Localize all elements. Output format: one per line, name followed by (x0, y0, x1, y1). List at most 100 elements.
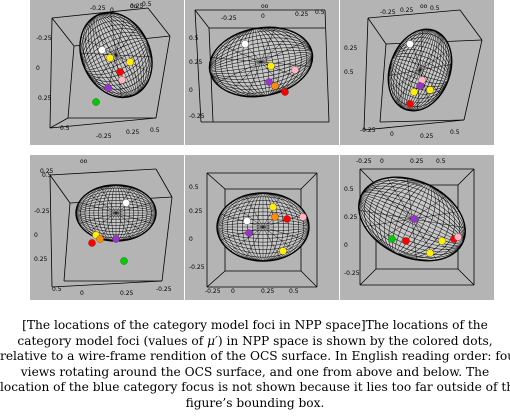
axis-tick-label: 0.5 (150, 127, 160, 134)
caption-line-4: views rotating around the OCS surface, a… (20, 364, 490, 379)
category-focus-green (388, 235, 396, 243)
box-edge (206, 172, 226, 190)
axis-tick-label: -0.25 (380, 9, 396, 16)
wireframe-plot-5: -0.25 0 0.25 0.5 0.5 0.25 0 -0.25 (189, 172, 318, 295)
category-focus-red (281, 88, 289, 96)
axis-tick-label: 0.5 (52, 286, 62, 293)
box-edge (194, 9, 210, 29)
figure-panel-3: -0.25 0.25 0.5 0.25 0.5 -0.25 0 0.25 0.5 oo (340, 0, 494, 145)
axis-tick-label: 0.25 (420, 133, 434, 140)
category-focus-orange (96, 235, 104, 243)
axis-tick-label: 0 (390, 131, 394, 138)
axis-tick-label: 0.5 (60, 125, 70, 132)
box-edge (463, 39, 483, 121)
axis-tick-label: -0.25 (356, 158, 372, 165)
category-focus-pink (118, 76, 126, 84)
box-edge (367, 17, 387, 45)
axis-title: oo (261, 3, 269, 10)
wire-spoke (388, 64, 452, 76)
axis-tick-label: -0.25 (360, 127, 376, 134)
axis-tick-label: 0 (80, 290, 84, 297)
figure-panel-4: 0.25 0.5 -0.25 0 0.25 0.5 0 0.25 -0.25 oo (30, 155, 184, 300)
box-edge (459, 9, 483, 41)
wire-spoke (215, 40, 307, 84)
axis-tick-label: 0.25 (126, 129, 140, 136)
axis-tick-label: 0.25 (261, 288, 275, 295)
box-edge (49, 17, 53, 129)
category-focus-red (88, 239, 96, 247)
box-edge (51, 17, 75, 47)
axis-tick-label: -0.25 (189, 264, 205, 271)
box-edge (300, 172, 318, 190)
ocs-surface-wireframe (216, 192, 310, 262)
axis-tick-label: 0 (110, 7, 114, 14)
figure-panel-5: -0.25 0 0.25 0.5 0.5 0.25 0 -0.25 (185, 155, 339, 300)
axis-tick-label: 0.5 (344, 186, 354, 193)
box-edge (147, 7, 171, 37)
category-focus-pink (454, 233, 462, 241)
axis-tick-label: 0.25 (189, 208, 203, 215)
axis-tick-label: -0.25 (156, 286, 172, 293)
axis-tick-label: 0.25 (410, 158, 424, 165)
box-edge (67, 45, 75, 119)
axis-tick-label: 0.5 (430, 5, 440, 12)
axis-tick-label: 0 (231, 288, 235, 295)
figure-panel-1: -0.25 0 0.25 0.5 -0.25 0 0.25 0.5 -0.25 0.25 0.5 oo (30, 0, 184, 145)
axis-title: oo (80, 158, 88, 165)
axis-tick-label: 0 (380, 158, 384, 165)
figure-caption: [The locations of the category model foc… (0, 318, 510, 411)
axis-tick-label: -0.25 (344, 270, 360, 277)
caption-line-5: location of the blue category focus is n… (0, 380, 510, 394)
axis-tick-label: -0.25 (36, 35, 52, 42)
category-focus-yellow (410, 88, 418, 96)
box-edge (155, 168, 173, 198)
axis-tick-label: 0.25 (34, 256, 48, 263)
caption-line-3: relative to a wire-frame rendition of th… (0, 349, 510, 363)
box-edge (49, 174, 53, 288)
category-focus-orange (271, 213, 279, 221)
caption-line-1: [The locations of the category model foc… (22, 318, 488, 332)
axis-title: oo (130, 3, 138, 10)
box-edge (457, 268, 475, 286)
axis-tick-label: 0 (36, 65, 40, 72)
caption-line-2-start: category model foci (values of (17, 333, 208, 348)
axis-tick-label: 0.5 (42, 172, 52, 179)
category-focus-yellow (267, 62, 275, 70)
axis-tick-label: -0.25 (221, 15, 237, 22)
axis-tick-label: 0 (189, 87, 193, 94)
axis-tick-label: -0.25 (189, 113, 205, 120)
box-edge (379, 119, 465, 123)
axis-tick-label: 0.5 (142, 1, 152, 8)
box-edge (63, 202, 71, 282)
box-edge (49, 117, 157, 129)
wireframe-plot-6: -0.25 0 0.25 0.5 0.5 0.25 0 -0.25 (344, 158, 475, 286)
category-focus-pink (299, 213, 307, 221)
category-focus-green (120, 257, 128, 265)
axis-tick-label: 0.25 (295, 11, 309, 18)
category-focus-white (241, 40, 249, 48)
axis-tick-label: 0.25 (400, 7, 414, 14)
axis-tick-label: 0.25 (40, 168, 54, 175)
caption-line-6: figure’s bounding box. (185, 395, 325, 410)
category-focus-yellow (126, 58, 134, 66)
wire-spoke (94, 26, 138, 84)
axis-tick-label: -0.25 (205, 288, 221, 295)
axis-tick-label: -0.25 (34, 208, 50, 215)
category-focus-purple (410, 215, 418, 223)
axis-title: oo (420, 3, 428, 10)
box-edge (155, 35, 171, 119)
wire-spoke (220, 213, 306, 241)
category-focus-red (402, 237, 410, 245)
category-focus-purple (416, 82, 424, 90)
box-edge (161, 196, 173, 282)
box-edge (300, 270, 318, 288)
ocs-surface-wireframe (79, 11, 153, 99)
box-edge (457, 168, 475, 186)
ocs-surface-wireframe (208, 26, 314, 98)
box-edge (379, 43, 387, 123)
wireframe-plot-3: -0.25 0.25 0.50.250.5-0.250 0.250.5oo (344, 3, 483, 140)
axis-tick-label: 0.5 (189, 184, 199, 191)
category-focus-red (116, 68, 124, 76)
